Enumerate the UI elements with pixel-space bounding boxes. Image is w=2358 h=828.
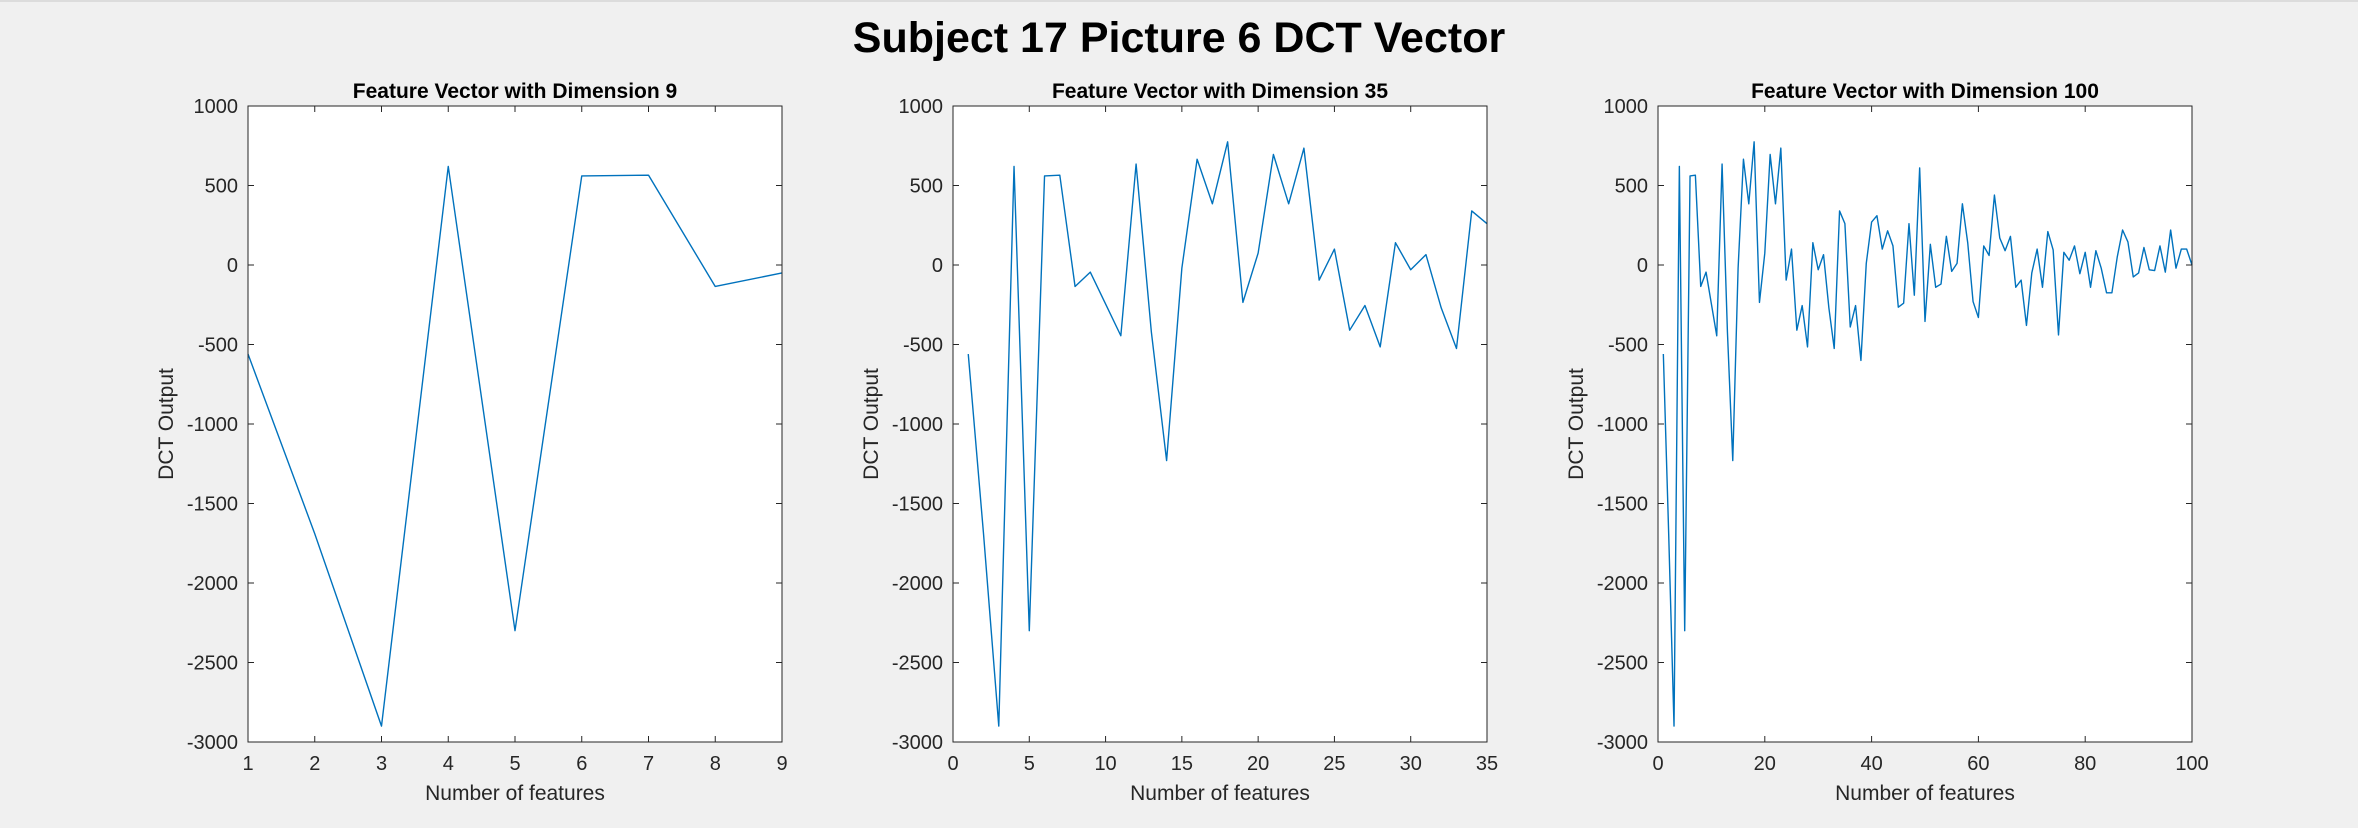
x-tick-label: 20 <box>1247 753 1269 775</box>
plot-area <box>953 106 1487 742</box>
subplot-title: Feature Vector with Dimension 35 <box>1052 80 1388 103</box>
x-tick-label: 1 <box>242 753 253 775</box>
y-tick-label: 500 <box>1615 176 1648 198</box>
y-tick-label: -2500 <box>1597 653 1648 675</box>
x-tick-label: 40 <box>1860 753 1882 775</box>
x-tick-label: 0 <box>1652 753 1663 775</box>
subplot-title: Feature Vector with Dimension 100 <box>1751 80 2099 103</box>
plot-area <box>1658 106 2192 742</box>
y-tick-label: 1000 <box>1604 96 1649 118</box>
x-tick-label: 80 <box>2074 753 2096 775</box>
y-tick-label: 0 <box>1637 255 1648 277</box>
window-top-border <box>0 0 2358 2</box>
y-tick-label: 500 <box>205 176 238 198</box>
y-tick-label: 0 <box>227 255 238 277</box>
y-tick-label: -1000 <box>892 414 943 436</box>
x-tick-label: 5 <box>509 753 520 775</box>
y-tick-label: -3000 <box>892 732 943 754</box>
y-tick-label: -2000 <box>187 573 238 595</box>
subplot-1: 1 2 3 4 5 6 7 8 9 1000 500 0 -500 -1000 -1500 -2000 -250… <box>155 80 788 805</box>
y-tick-label: 500 <box>910 176 943 198</box>
series-line <box>967 141 1488 727</box>
y-tick-label: -1000 <box>187 414 238 436</box>
y-tick-label: 1000 <box>899 96 944 118</box>
x-axis-label: Number of features <box>425 782 605 805</box>
x-tick-label: 60 <box>1967 753 1989 775</box>
y-axis-label: DCT Output <box>1565 368 1588 480</box>
y-axis-label: DCT Output <box>155 368 178 480</box>
plot-area <box>248 106 782 742</box>
x-tick-label: 30 <box>1400 753 1422 775</box>
x-tick-label: 8 <box>710 753 721 775</box>
series-line <box>247 165 783 727</box>
y-tick-label: -3000 <box>187 732 238 754</box>
y-tick-label: -2500 <box>892 653 943 675</box>
x-axis-label: Number of features <box>1835 782 2015 805</box>
x-tick-label: 5 <box>1024 753 1035 775</box>
x-tick-label: 15 <box>1171 753 1193 775</box>
y-tick-label: -500 <box>198 335 238 357</box>
y-tick-label: -2000 <box>892 573 943 595</box>
x-tick-label: 6 <box>576 753 587 775</box>
subplot-title: Feature Vector with Dimension 9 <box>353 80 677 103</box>
y-tick-label: -3000 <box>1597 732 1648 754</box>
x-tick-label: 4 <box>443 753 454 775</box>
y-tick-label: -1500 <box>1597 494 1648 516</box>
y-tick-label: 1000 <box>194 96 239 118</box>
figure-title: Subject 17 Picture 6 DCT Vector <box>852 14 1506 62</box>
y-tick-label: -2500 <box>187 653 238 675</box>
y-tick-label: -500 <box>903 335 943 357</box>
y-tick-label: -1500 <box>187 494 238 516</box>
x-tick-label: 7 <box>643 753 654 775</box>
y-axis-label: DCT Output <box>860 368 883 480</box>
y-tick-label: -1000 <box>1597 414 1648 436</box>
x-tick-label: 9 <box>776 753 787 775</box>
x-axis-label: Number of features <box>1130 782 1310 805</box>
x-tick-label: 10 <box>1094 753 1116 775</box>
x-tick-label: 2 <box>309 753 320 775</box>
y-tick-label: -1500 <box>892 494 943 516</box>
y-tick-label: -500 <box>1608 335 1648 357</box>
x-tick-label: 100 <box>2175 753 2208 775</box>
subplot-2: 0 5 10 15 20 25 30 35 1000 500 0 -500 -1000 -1500 -200… <box>860 80 1498 805</box>
x-tick-label: 20 <box>1754 753 1776 775</box>
x-tick-label: 0 <box>947 753 958 775</box>
x-tick-label: 3 <box>376 753 387 775</box>
subplot-3: 0 20 40 60 80 100 1000 500 0 -500 -1000 -1500 -2000 -… <box>1565 80 2209 805</box>
y-tick-label: -2000 <box>1597 573 1648 595</box>
x-tick-label: 35 <box>1476 753 1498 775</box>
y-tick-label: 0 <box>932 255 943 277</box>
series-line <box>1662 141 2193 727</box>
x-tick-label: 25 <box>1323 753 1345 775</box>
